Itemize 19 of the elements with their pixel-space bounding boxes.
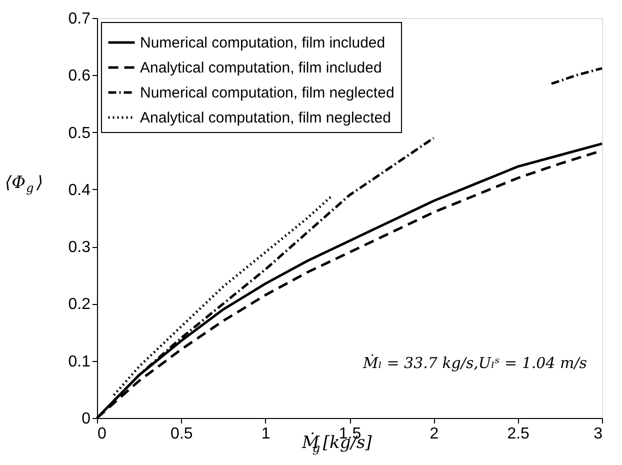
- x-tick-label: 2: [430, 426, 439, 442]
- x-tick-label: 0: [98, 426, 106, 442]
- legend-label: Analytical computation, film neglected: [140, 110, 391, 126]
- x-tick-label: 2.5: [507, 426, 530, 442]
- legend-label: Analytical computation, film included: [140, 60, 382, 76]
- y-tick-label: 0.3: [68, 239, 91, 256]
- y-tick-label: 0.1: [68, 353, 91, 370]
- x-tick-label: 1: [261, 426, 270, 442]
- x-tick-label: 0.5: [170, 426, 193, 442]
- y-tick-label: 0.6: [68, 68, 91, 85]
- y-tick-label: 0.5: [68, 124, 91, 142]
- x-tick-label: 3: [594, 426, 603, 442]
- legend-label: Numerical computation, film neglected: [140, 84, 394, 102]
- y-tick-label: 0.4: [68, 182, 91, 199]
- annotation: Ṁₗ = 33.7 kg/s,Uₗˢ = 1.04 m/s: [362, 354, 588, 372]
- y-tick-label: 0.7: [68, 10, 91, 28]
- legend-label: Numerical computation, film included: [140, 34, 386, 52]
- y-tick-label: 0: [82, 410, 91, 428]
- y-tick-label: 0.2: [68, 296, 91, 314]
